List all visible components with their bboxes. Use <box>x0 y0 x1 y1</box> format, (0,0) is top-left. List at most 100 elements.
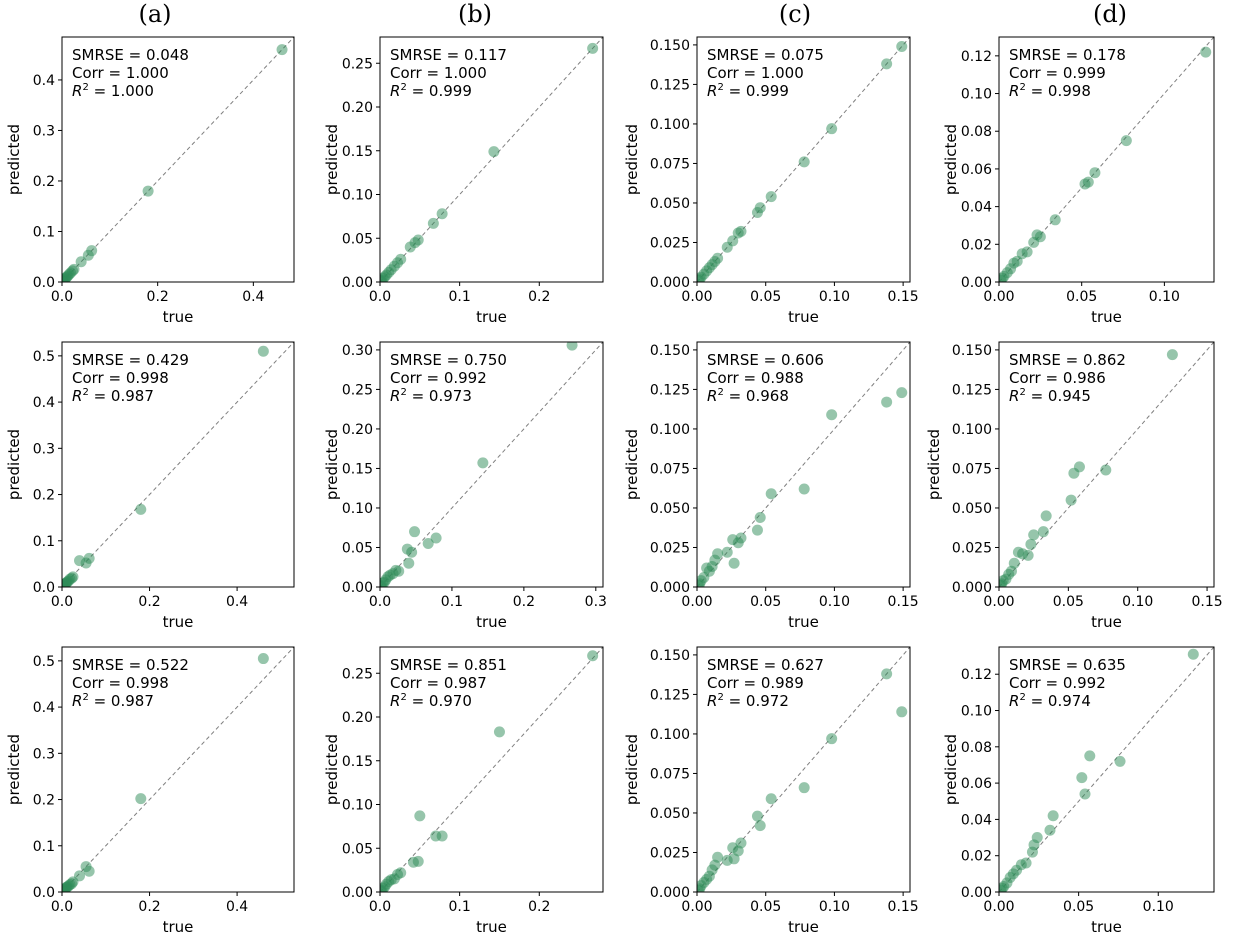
data-point <box>1049 214 1061 226</box>
data-point <box>257 653 269 665</box>
data-point <box>765 191 777 203</box>
identity-line <box>61 341 295 588</box>
x-tick-label: 0.4 <box>226 594 248 610</box>
y-tick-label: 0.10 <box>961 87 992 103</box>
data-point <box>1028 529 1040 541</box>
r2-stat: R2 = 0.999 <box>390 82 472 100</box>
data-point <box>62 275 68 282</box>
r2-stat: R2 = 0.968 <box>707 387 789 405</box>
data-point <box>751 524 763 536</box>
y-tick-label: 0.0 <box>33 885 55 901</box>
data-point <box>401 543 413 555</box>
y-tick-label: 0.20 <box>342 100 373 116</box>
x-axis-label: true <box>163 613 194 631</box>
data-point <box>409 526 421 538</box>
x-axis-label: true <box>788 918 819 936</box>
axes-frame <box>998 36 1215 283</box>
y-tick-label: 0.10 <box>342 188 373 204</box>
data-point <box>566 342 578 351</box>
y-tick-label: 0.00 <box>961 275 992 291</box>
y-tick-label: 0.125 <box>952 382 992 398</box>
data-point <box>1040 510 1052 522</box>
data-point <box>1068 467 1080 479</box>
y-tick-label: 0.1 <box>33 534 55 550</box>
points-group <box>999 46 1212 282</box>
points-group <box>697 387 908 587</box>
y-tick-label: 0.00 <box>342 580 373 596</box>
corr-stat: Corr = 0.989 <box>707 674 804 692</box>
x-tick-label: 0.05 <box>1053 594 1084 610</box>
y-axis-label: predicted <box>623 734 641 805</box>
y-tick-label: 0.4 <box>33 700 55 716</box>
y-tick-label: 0.10 <box>342 501 373 517</box>
y-tick-label: 0.04 <box>961 812 992 828</box>
y-tick-label: 0.150 <box>650 38 690 54</box>
data-point <box>380 580 387 587</box>
data-point <box>721 546 733 558</box>
points-group <box>380 650 599 892</box>
scatter-panel: 0.0 0.1 0.2 0.00 0.05 0.10 0.15 0.20 0.25 true pre… <box>323 646 604 936</box>
scatter-panel: 0.0 0.2 0.4 0.0 0.1 0.2 0.3 0.4 true predicted SMR… <box>5 36 295 326</box>
y-axis-label: predicted <box>925 429 943 500</box>
x-tick-label: 0.15 <box>888 899 919 915</box>
data-point <box>1028 236 1040 248</box>
identity-line <box>379 36 604 283</box>
y-tick-label: 0.150 <box>650 648 690 664</box>
data-point <box>999 884 1007 892</box>
data-point <box>1037 526 1049 538</box>
y-tick-label: 0.06 <box>961 776 992 792</box>
column-title: (d) <box>1092 0 1128 28</box>
identity-line <box>379 646 604 893</box>
y-tick-label: 0.100 <box>650 422 690 438</box>
y-tick-label: 0.050 <box>952 501 992 517</box>
data-point <box>727 842 739 854</box>
data-point <box>1044 824 1056 836</box>
x-tick-label: 0.00 <box>983 899 1014 915</box>
data-point <box>751 810 763 822</box>
data-point <box>135 503 147 515</box>
data-point <box>142 185 154 197</box>
data-point <box>798 483 810 495</box>
x-tick-label: 0.10 <box>819 289 850 305</box>
y-tick-label: 0.075 <box>650 461 690 477</box>
y-tick-label: 0.000 <box>650 580 690 596</box>
y-tick-label: 0.08 <box>961 740 992 756</box>
x-tick-label: 0.00 <box>983 594 1014 610</box>
y-axis-label: predicted <box>5 734 23 805</box>
data-point <box>732 227 744 239</box>
data-point <box>1012 546 1024 558</box>
data-point <box>1065 494 1077 506</box>
y-tick-label: 0.000 <box>650 275 690 291</box>
x-tick-label: 0.10 <box>819 594 850 610</box>
data-point <box>1114 755 1126 767</box>
axes-frame <box>61 646 295 893</box>
data-point <box>493 726 505 738</box>
x-tick-label: 0.00 <box>681 594 712 610</box>
data-point <box>765 793 777 805</box>
data-point <box>1089 167 1101 179</box>
y-tick-label: 0.20 <box>342 710 373 726</box>
x-tick-label: 0.2 <box>138 594 160 610</box>
data-point <box>751 206 763 218</box>
y-tick-label: 0.10 <box>342 798 373 814</box>
data-point <box>62 581 68 587</box>
x-tick-label: 0.15 <box>1191 594 1222 610</box>
data-point <box>1100 464 1112 476</box>
y-tick-label: 0.025 <box>650 540 690 556</box>
data-point <box>1120 135 1132 147</box>
x-tick-label: 0.2 <box>138 899 160 915</box>
y-tick-label: 0.1 <box>33 839 55 855</box>
data-point <box>826 123 838 135</box>
points-group <box>697 40 908 282</box>
smrse-stat: SMRSE = 0.048 <box>72 46 189 64</box>
y-tick-label: 0.5 <box>33 349 55 365</box>
y-tick-label: 0.06 <box>961 162 992 178</box>
y-tick-label: 0.04 <box>961 200 992 216</box>
corr-stat: Corr = 0.986 <box>1009 369 1106 387</box>
scatter-panel: 0.00 0.05 0.10 0.15 0.000 0.025 0.050 0.075 0.10… <box>925 341 1223 631</box>
y-tick-label: 0.3 <box>33 746 55 762</box>
x-tick-label: 0.05 <box>750 594 781 610</box>
axes-frame <box>998 341 1215 588</box>
x-tick-label: 0.2 <box>513 594 535 610</box>
